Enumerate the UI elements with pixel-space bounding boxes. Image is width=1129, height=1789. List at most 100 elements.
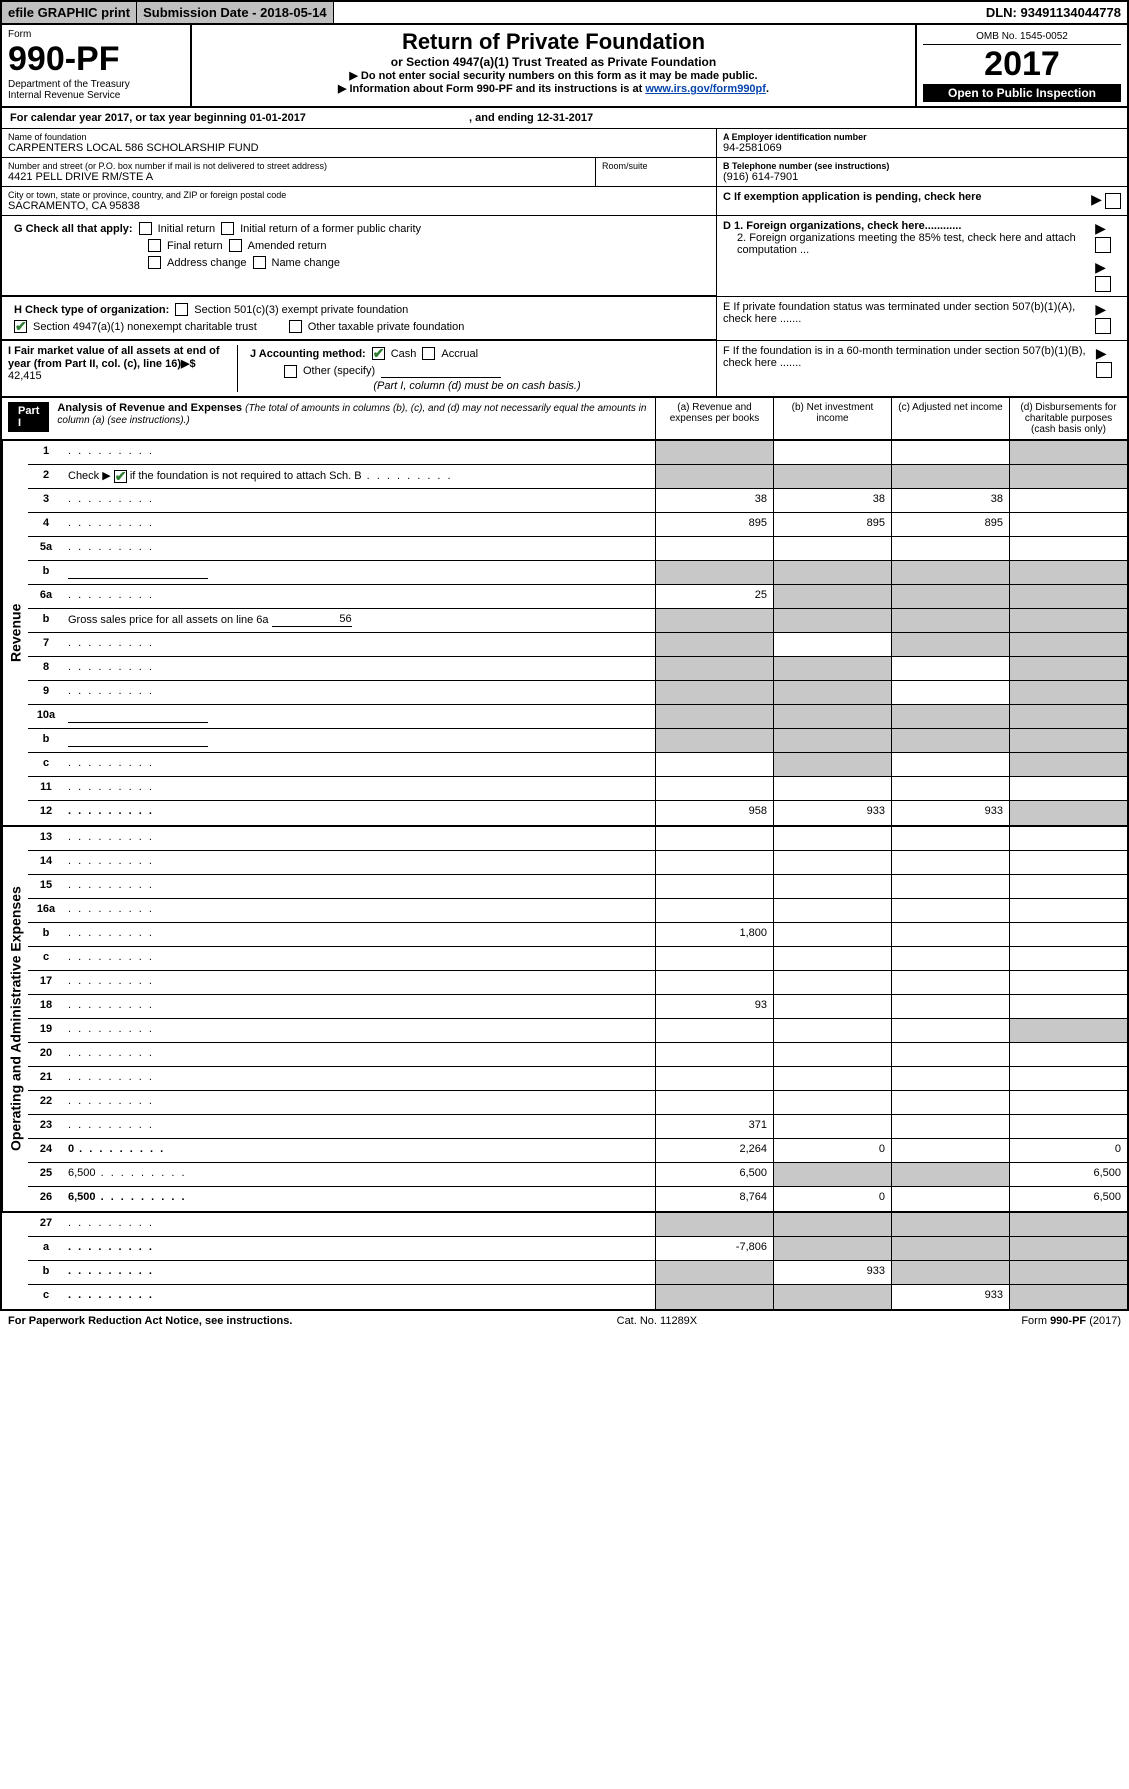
d2-checkbox[interactable] (1095, 276, 1111, 292)
sch-b-checkbox[interactable] (114, 470, 127, 483)
table-row: 27 (28, 1213, 1127, 1237)
i-value: 42,415 (8, 370, 42, 382)
line-number: 9 (28, 681, 64, 704)
e-checkbox[interactable] (1095, 318, 1111, 334)
opex-section: Operating and Administrative Expenses 13… (2, 825, 1127, 1211)
h-other-taxable[interactable] (289, 320, 302, 333)
revenue-label: Revenue (2, 441, 28, 825)
cell-a (655, 729, 773, 752)
line-description (64, 777, 655, 800)
cell-d (1009, 1091, 1127, 1114)
cell-a (655, 633, 773, 656)
cell-c (891, 947, 1009, 970)
cell-d (1009, 923, 1127, 946)
g-initial-return[interactable] (139, 222, 152, 235)
cell-d (1009, 489, 1127, 512)
j-cash[interactable] (372, 347, 385, 360)
efile-label[interactable]: efile GRAPHIC print (2, 2, 137, 23)
part1-badge: Part I (8, 402, 49, 432)
line-number: 4 (28, 513, 64, 536)
h-501c3[interactable] (175, 303, 188, 316)
cell-c (891, 753, 1009, 776)
instr-2-prefix: ▶ Information about Form 990-PF and its … (338, 83, 645, 95)
cell-c (891, 1139, 1009, 1162)
line-number: 11 (28, 777, 64, 800)
submission-date: Submission Date - 2018-05-14 (137, 2, 334, 23)
cell-c (891, 633, 1009, 656)
j-accrual[interactable] (422, 347, 435, 360)
table-row: 9 (28, 681, 1127, 705)
line-number: 16a (28, 899, 64, 922)
cell-b: 0 (773, 1187, 891, 1211)
city-state-zip: SACRAMENTO, CA 95838 (8, 200, 710, 212)
h-4947a1[interactable] (14, 320, 27, 333)
g-address-change[interactable] (148, 256, 161, 269)
table-row: 16a (28, 899, 1127, 923)
cell-a: 6,500 (655, 1163, 773, 1186)
cell-a: 8,764 (655, 1187, 773, 1211)
cell-b: 895 (773, 513, 891, 536)
line-number: 24 (28, 1139, 64, 1162)
cell-c (891, 899, 1009, 922)
cell-c (891, 1067, 1009, 1090)
cell-d (1009, 875, 1127, 898)
cell-d (1009, 561, 1127, 584)
instructions-link[interactable]: www.irs.gov/form990pf (645, 83, 766, 95)
cell-d (1009, 513, 1127, 536)
cell-d (1009, 537, 1127, 560)
cell-c (891, 923, 1009, 946)
line-description (64, 875, 655, 898)
table-row: 2402,26400 (28, 1139, 1127, 1163)
calendar-year: For calendar year 2017, or tax year begi… (2, 108, 1127, 129)
cell-b (773, 947, 891, 970)
cell-c (891, 851, 1009, 874)
cell-d (1009, 851, 1127, 874)
cell-b (773, 995, 891, 1018)
cell-c (891, 705, 1009, 728)
table-row: 8 (28, 657, 1127, 681)
g-initial-former[interactable] (221, 222, 234, 235)
table-row: 23371 (28, 1115, 1127, 1139)
table-row: 7 (28, 633, 1127, 657)
cell-d (1009, 465, 1127, 488)
col-d-header: (d) Disbursements for charitable purpose… (1009, 398, 1127, 439)
cell-d (1009, 609, 1127, 632)
cell-b (773, 1091, 891, 1114)
cell-d: 0 (1009, 1139, 1127, 1162)
line-description (64, 1237, 655, 1260)
table-row: 256,5006,5006,500 (28, 1163, 1127, 1187)
section-g-d: G Check all that apply: Initial return I… (2, 216, 1127, 297)
arrow-icon: ▶ (1095, 301, 1106, 317)
line-number: 6a (28, 585, 64, 608)
d1-label: D 1. Foreign organizations, check here..… (723, 220, 1095, 232)
table-row: 6a25 (28, 585, 1127, 609)
cell-d (1009, 441, 1127, 464)
g-final-return[interactable] (148, 239, 161, 252)
arrow-icon: ▶ (1091, 191, 1102, 207)
col-b-header: (b) Net investment income (773, 398, 891, 439)
cell-c (891, 537, 1009, 560)
c-checkbox[interactable] (1105, 193, 1121, 209)
cell-c (891, 777, 1009, 800)
cell-d (1009, 1261, 1127, 1284)
cell-c (891, 1187, 1009, 1211)
d1-checkbox[interactable] (1095, 237, 1111, 253)
cell-b (773, 1213, 891, 1236)
table-row: 1893 (28, 995, 1127, 1019)
line-number: c (28, 753, 64, 776)
j-other[interactable] (284, 365, 297, 378)
table-row: c (28, 947, 1127, 971)
address: 4421 PELL DRIVE RM/STE A (8, 171, 589, 183)
cell-d (1009, 1043, 1127, 1066)
g-name-change[interactable] (253, 256, 266, 269)
line-description (64, 1261, 655, 1284)
cell-c (891, 729, 1009, 752)
cell-a: 371 (655, 1115, 773, 1138)
f-checkbox[interactable] (1096, 362, 1112, 378)
line-number: b (28, 609, 64, 632)
cell-b (773, 1285, 891, 1309)
line-description (64, 729, 655, 752)
cell-b (773, 1019, 891, 1042)
g-amended-return[interactable] (229, 239, 242, 252)
line-description: Gross sales price for all assets on line… (64, 609, 655, 632)
